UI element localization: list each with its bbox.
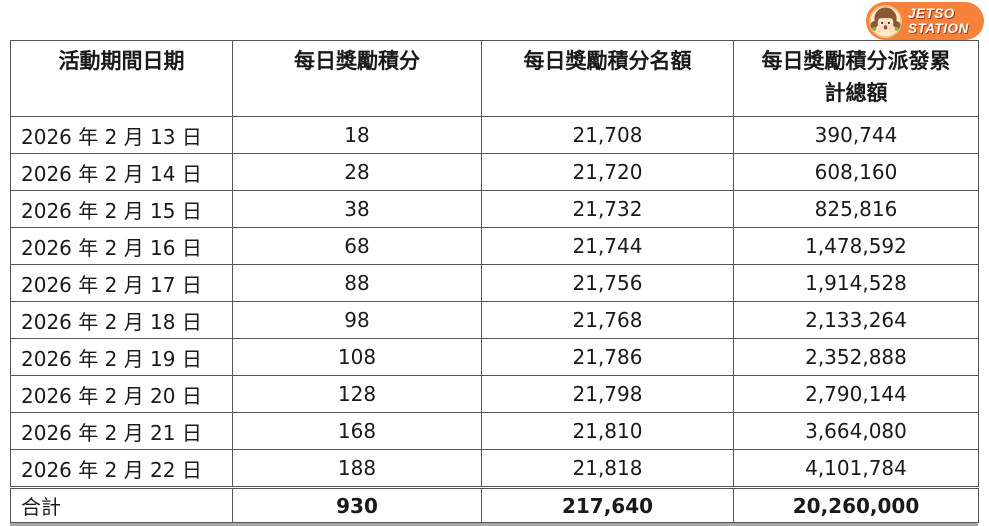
total-cell: 608,160 — [733, 153, 979, 191]
date-cell: 2026 年 2 月 17 日 — [10, 264, 233, 302]
quota-cell: 21,786 — [481, 338, 734, 376]
quota-cell: 21,732 — [481, 190, 734, 228]
table-row: 2026 年 2 月 22 日 188 21,818 4,101,784 — [10, 449, 979, 488]
quota-cell: 21,818 — [481, 449, 734, 488]
girl-avatar-icon — [869, 4, 902, 38]
logo-line2: STATION — [908, 21, 969, 36]
total-cell: 2,133,264 — [733, 301, 979, 339]
date-cell: 2026 年 2 月 13 日 — [10, 116, 233, 154]
points-cell: 88 — [232, 264, 482, 302]
points-cell: 38 — [232, 190, 482, 228]
date-cell: 2026 年 2 月 14 日 — [10, 153, 233, 191]
points-cell: 108 — [232, 338, 482, 376]
quota-cell: 21,720 — [481, 153, 734, 191]
quota-cell: 21,798 — [481, 375, 734, 413]
points-cell: 28 — [232, 153, 482, 191]
total-cell: 2,352,888 — [733, 338, 979, 376]
footer-row: 合計 930 217,640 20,260,000 — [10, 486, 979, 523]
jetso-station-logo: JETSO STATION — [866, 2, 984, 40]
header-daily-points: 每日獎勵積分 — [232, 40, 482, 117]
table-row: 2026 年 2 月 14 日 28 21,720 608,160 — [10, 153, 979, 191]
table-body: 2026 年 2 月 13 日 18 21,708 390,744 2026 年… — [10, 116, 979, 488]
rewards-table: 活動期間日期 每日獎勵積分 每日獎勵積分名額 每日獎勵積分派發累計總額 2026… — [10, 40, 979, 523]
header-cumulative-total: 每日獎勵積分派發累計總額 — [733, 40, 979, 117]
points-cell: 68 — [232, 227, 482, 265]
footer-quota-cell: 217,640 — [481, 486, 734, 523]
rewards-table-container: 活動期間日期 每日獎勵積分 每日獎勵積分名額 每日獎勵積分派發累計總額 2026… — [10, 40, 979, 526]
quota-cell: 21,708 — [481, 116, 734, 154]
date-cell: 2026 年 2 月 19 日 — [10, 338, 233, 376]
table-row: 2026 年 2 月 16 日 68 21,744 1,478,592 — [10, 227, 979, 265]
logo-line1: JETSO — [908, 5, 955, 21]
table-row: 2026 年 2 月 13 日 18 21,708 390,744 — [10, 116, 979, 154]
table-row: 2026 年 2 月 15 日 38 21,732 825,816 — [10, 190, 979, 228]
table-row: 2026 年 2 月 18 日 98 21,768 2,133,264 — [10, 301, 979, 339]
header-row: 活動期間日期 每日獎勵積分 每日獎勵積分名額 每日獎勵積分派發累計總額 — [10, 40, 979, 117]
footer-points-cell: 930 — [232, 486, 482, 523]
total-cell: 1,478,592 — [733, 227, 979, 265]
total-cell: 2,790,144 — [733, 375, 979, 413]
date-cell: 2026 年 2 月 20 日 — [10, 375, 233, 413]
table-row: 2026 年 2 月 20 日 128 21,798 2,790,144 — [10, 375, 979, 413]
total-cell: 825,816 — [733, 190, 979, 228]
points-cell: 18 — [232, 116, 482, 154]
total-cell: 4,101,784 — [733, 449, 979, 488]
footer-total-cell: 20,260,000 — [733, 486, 979, 523]
points-cell: 98 — [232, 301, 482, 339]
total-cell: 390,744 — [733, 116, 979, 154]
table-row: 2026 年 2 月 21 日 168 21,810 3,664,080 — [10, 412, 979, 450]
total-cell: 3,664,080 — [733, 412, 979, 450]
date-cell: 2026 年 2 月 22 日 — [10, 449, 233, 488]
date-cell: 2026 年 2 月 15 日 — [10, 190, 233, 228]
quota-cell: 21,744 — [481, 227, 734, 265]
quota-cell: 21,768 — [481, 301, 734, 339]
date-cell: 2026 年 2 月 18 日 — [10, 301, 233, 339]
quota-cell: 21,756 — [481, 264, 734, 302]
total-cell: 1,914,528 — [733, 264, 979, 302]
table-row: 2026 年 2 月 17 日 88 21,756 1,914,528 — [10, 264, 979, 302]
header-date: 活動期間日期 — [10, 40, 233, 117]
points-cell: 128 — [232, 375, 482, 413]
logo-text: JETSO STATION — [908, 6, 969, 36]
date-cell: 2026 年 2 月 16 日 — [10, 227, 233, 265]
points-cell: 188 — [232, 449, 482, 488]
date-cell: 2026 年 2 月 21 日 — [10, 412, 233, 450]
footer-label-cell: 合計 — [10, 486, 233, 523]
table-row: 2026 年 2 月 19 日 108 21,786 2,352,888 — [10, 338, 979, 376]
points-cell: 168 — [232, 412, 482, 450]
quota-cell: 21,810 — [481, 412, 734, 450]
header-daily-quota: 每日獎勵積分名額 — [481, 40, 734, 117]
